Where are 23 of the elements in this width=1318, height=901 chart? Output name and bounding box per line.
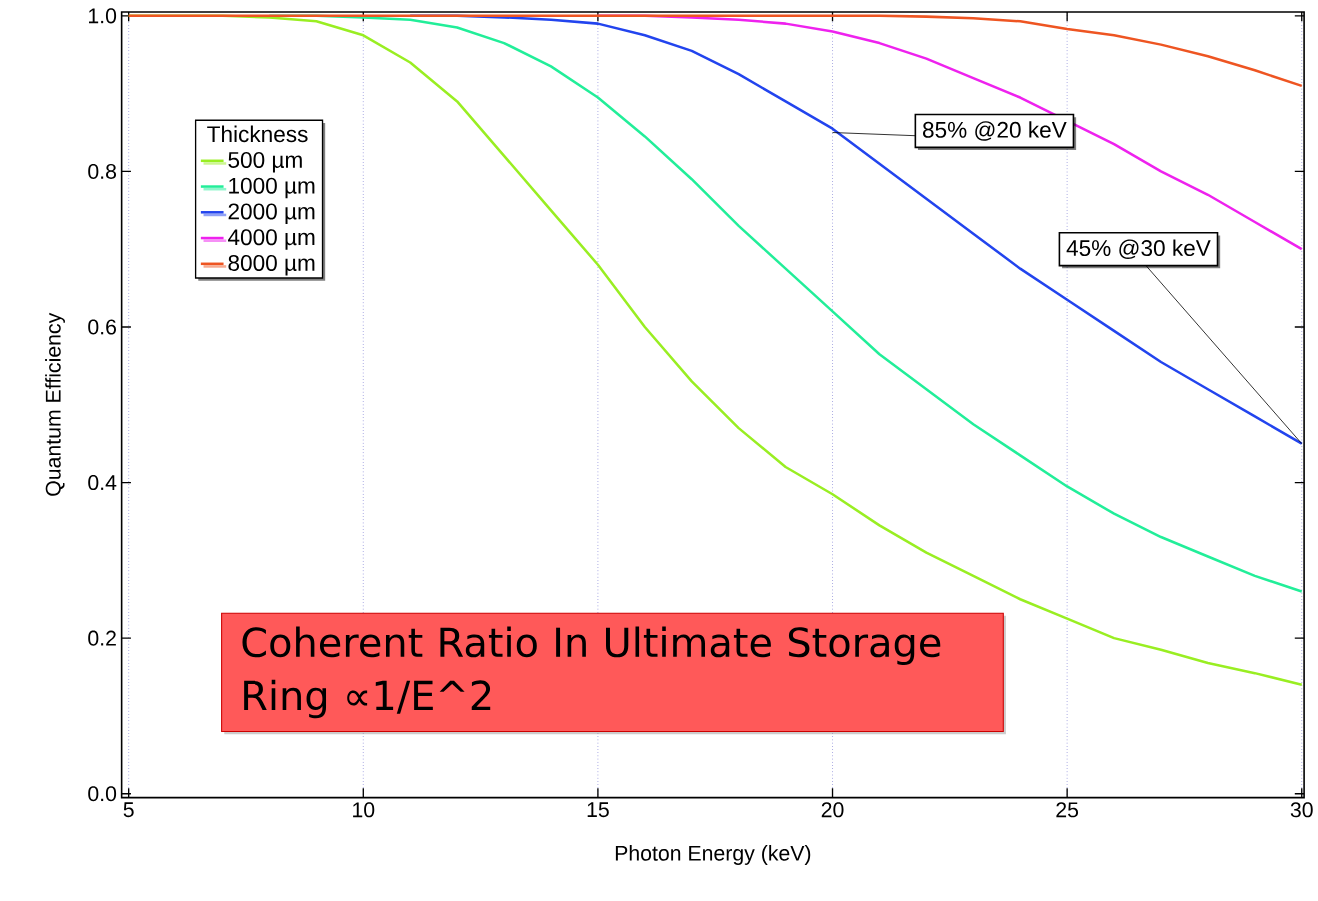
y-tick-label: 0.4	[88, 474, 117, 490]
x-tick-label: 20	[821, 802, 844, 818]
y-tick-label: 0.2	[88, 630, 116, 646]
legend-label: 1000 µm	[229, 177, 315, 198]
x-tick-label: 30	[1290, 802, 1313, 818]
annotation: Coherent Ratio In Ultimate Storage Ring ∝1/E^2	[242, 626, 941, 719]
annotation: 45% @30 keV	[1066, 239, 1211, 259]
y-tick-label: 1.0	[89, 8, 117, 24]
annotation: 85% @20 keV	[922, 121, 1067, 141]
legend-label: 500 µm	[228, 151, 302, 173]
legend-label: 4000 µm	[228, 229, 315, 250]
legend-title: Thickness	[207, 125, 308, 143]
legend-label: 8000 µm	[228, 254, 315, 276]
x-tick-label: 5	[123, 802, 134, 818]
x-axis-title: Photon Energy (keV)	[615, 844, 811, 865]
legend-label: 2000 µm	[228, 203, 315, 224]
y-axis-title: Quantum Efficiency	[45, 312, 65, 496]
x-tick-label: 15	[587, 802, 609, 818]
y-tick-label: 0.8	[88, 163, 117, 179]
x-tick-label: 25	[1056, 802, 1079, 818]
y-tick-label: 0.0	[88, 786, 117, 802]
x-tick-label: 10	[353, 802, 375, 818]
y-tick-label: 0.6	[88, 319, 116, 335]
